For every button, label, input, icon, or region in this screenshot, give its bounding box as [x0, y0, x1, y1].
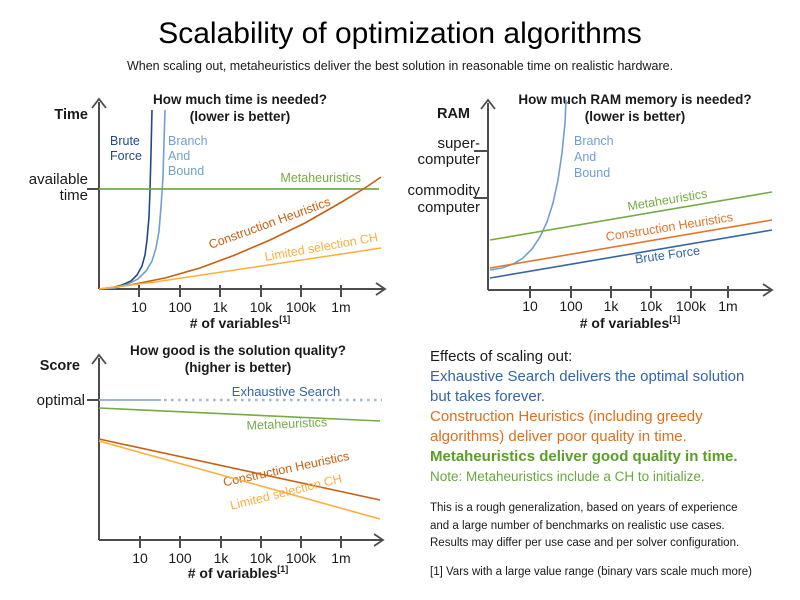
effects-line-metaheuristics: Metaheuristics deliver good quality in t…	[430, 448, 738, 465]
x-tick-label: 10	[132, 550, 148, 566]
chart-title: (higher is better)	[185, 360, 292, 375]
y-annotation: computer	[417, 151, 480, 168]
effects-note: Note: Metaheuristics include a CH to ini…	[430, 469, 705, 484]
effects-line-ch-2: algorithms) deliver poor quality in time…	[430, 428, 687, 445]
y-annotation: super-	[437, 135, 480, 152]
effects-line-exhaustive-1: Exhaustive Search delivers the optimal s…	[430, 368, 745, 385]
effects-line-exhaustive-2: but takes forever.	[430, 388, 546, 405]
exhaustive-search-label: Exhaustive Search	[232, 384, 340, 399]
branch-and-bound-label: And	[574, 150, 596, 164]
disclaimer-line: This is a rough generalization, based on…	[430, 502, 738, 514]
effects-line-ch-1: Construction Heuristics (including greed…	[430, 408, 703, 425]
branch-and-bound-label: Bound	[574, 166, 610, 180]
y-axis-label: RAM	[437, 106, 470, 122]
x-tick-label: 1k	[213, 299, 229, 315]
x-tick-label: 100k	[286, 299, 317, 315]
brute-force-line	[489, 229, 773, 279]
x-tick-label: 1k	[604, 298, 620, 314]
construction-heuristics-label: Construction Heuristics	[605, 210, 734, 244]
construction-heuristics-line	[98, 438, 381, 501]
y-annotation: commodity	[407, 182, 480, 199]
metaheuristics-line	[98, 407, 381, 422]
y-axis-label: Score	[40, 358, 80, 374]
x-tick-label: 100	[168, 550, 192, 566]
disclaimer: This is a rough generalization, based on…	[430, 500, 794, 553]
branch-and-bound-line	[98, 109, 166, 290]
quality-chart: 10 100 1k 10k 100k 1m # of variables[1] How goo…	[37, 343, 385, 581]
disclaimer-line: and a large number of benchmarks on real…	[430, 519, 725, 532]
x-tick-label: 10k	[640, 298, 664, 314]
disclaimer-line: Results may differ per use case and per …	[430, 537, 740, 549]
brute-force-label: Brute	[110, 134, 140, 148]
ram-chart: 10 100 1k 10k 100k 1m # of variables[1] How muc…	[407, 92, 774, 331]
y-annotation: optimal	[37, 392, 85, 409]
chart-title: How much time is needed?	[153, 92, 327, 107]
y-annotation: time	[60, 187, 88, 204]
effects-heading: Effects of scaling out:	[430, 348, 573, 365]
x-tick-label: 10k	[250, 550, 274, 566]
x-tick-label: 1m	[331, 550, 350, 566]
effects-panel: Effects of scaling out: Exhaustive Searc…	[430, 346, 794, 578]
x-tick-label: 100	[559, 298, 583, 314]
footnote: [1] Vars with a large value range (binar…	[430, 565, 752, 578]
y-axis-label: Time	[54, 107, 88, 123]
page-title: Scalability of optimization algorithms	[158, 17, 642, 50]
time-chart: 10 100 1k 10k 100k 1m # of variables[1] How muc…	[29, 92, 387, 331]
x-axis-arrow	[373, 533, 385, 547]
construction-heuristics-line	[489, 219, 773, 269]
chart-title: (lower is better)	[190, 109, 291, 124]
branch-and-bound-label: Branch	[168, 134, 208, 148]
chart-title: How good is the solution quality?	[130, 343, 346, 358]
page-subtitle: When scaling out, metaheuristics deliver…	[126, 59, 674, 73]
metaheuristics-label: Metaheuristics	[246, 415, 327, 433]
x-tick-label: 10k	[250, 299, 274, 315]
branch-and-bound-label: Branch	[574, 134, 614, 148]
x-tick-label: 1m	[331, 299, 350, 315]
branch-and-bound-label: Bound	[168, 164, 204, 178]
x-axis-arrow	[375, 282, 387, 296]
x-tick-label: 10	[131, 299, 147, 315]
y-axis-arrow	[91, 97, 107, 109]
construction-heuristics-line	[98, 176, 382, 290]
y-annotation: available	[29, 171, 88, 188]
x-tick-label: 1k	[214, 550, 230, 566]
chart-title: (lower is better)	[585, 109, 686, 124]
y-axis-arrow	[91, 353, 107, 365]
x-tick-label: 100	[168, 299, 192, 315]
x-axis-label: # of variables[1]	[188, 564, 289, 581]
x-axis-arrow	[762, 283, 774, 297]
x-tick-label: 100k	[286, 550, 317, 566]
x-tick-label: 1m	[718, 298, 737, 314]
chart-title: How much RAM memory is needed?	[518, 92, 751, 107]
x-axis-label: # of variables[1]	[190, 314, 291, 331]
x-axis-label: # of variables[1]	[580, 314, 681, 331]
metaheuristics-label: Metaheuristics	[280, 171, 361, 185]
x-tick-label: 10	[522, 298, 538, 314]
brute-force-label: Brute Force	[634, 244, 701, 267]
x-tick-label: 100k	[676, 298, 707, 314]
limited-selection-ch-line	[98, 247, 382, 290]
limited-selection-ch-line	[98, 440, 381, 520]
branch-and-bound-line	[489, 99, 567, 271]
metaheuristics-line	[489, 191, 773, 241]
y-annotation: computer	[417, 199, 480, 216]
branch-and-bound-label: And	[168, 149, 190, 163]
y-axis-arrow	[480, 98, 496, 110]
brute-force-label: Force	[110, 149, 142, 163]
